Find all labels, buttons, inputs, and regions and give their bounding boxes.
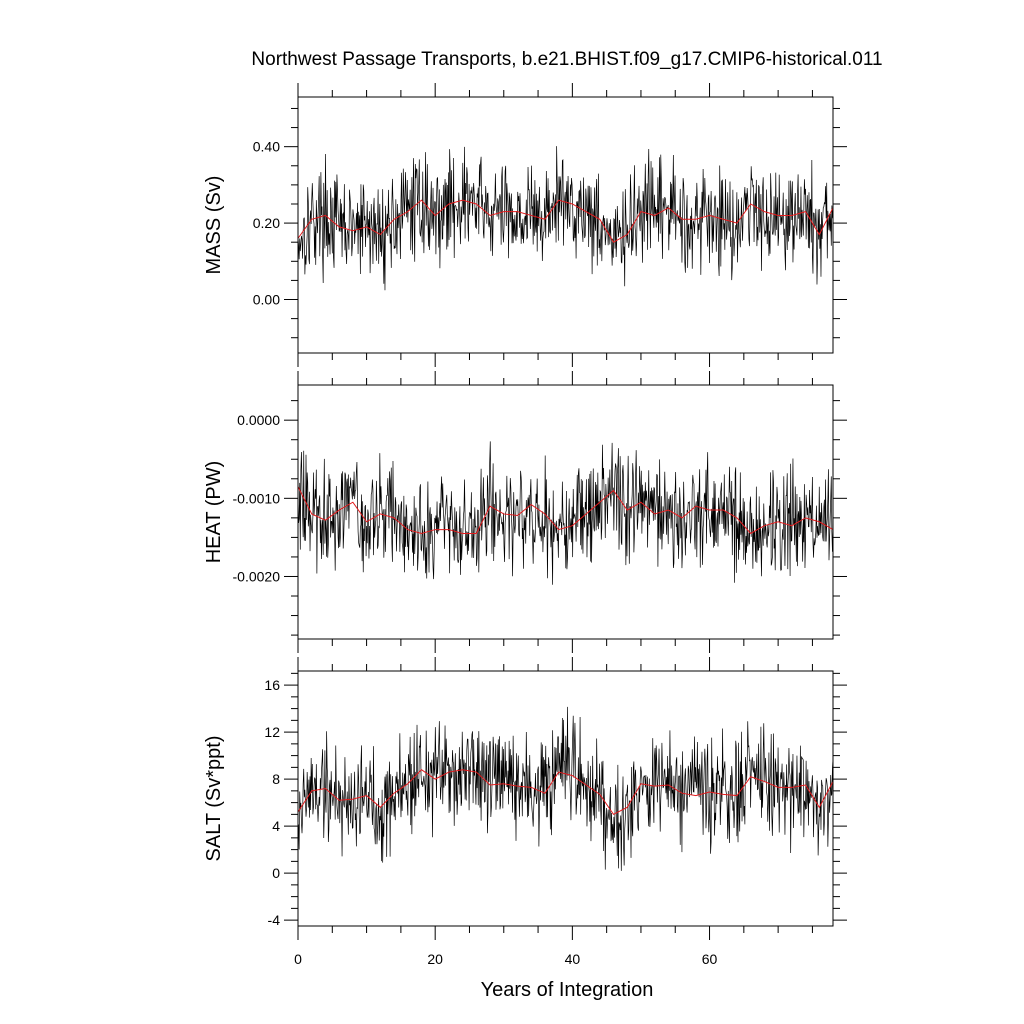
panel-heat: 0.0000 -0.0010 -0.0020 HEAT (PW) — [203, 371, 847, 653]
y-axis-label: HEAT (PW) — [203, 461, 225, 564]
y-axis-label: MASS (Sv) — [203, 176, 225, 275]
series-monthly-line — [297, 706, 834, 871]
y-tick-label: 0.20 — [253, 215, 280, 231]
y-tick-label: -0.0010 — [233, 490, 281, 506]
plot-frame — [297, 96, 834, 354]
x-tick-label: 40 — [565, 951, 581, 967]
panel-mass: 0.00 0.20 0.40 MASS (Sv) — [203, 83, 847, 367]
y-axis-label: SALT (Sv*ppt) — [203, 736, 225, 862]
y-tick-label: 0 — [272, 865, 280, 881]
y-tick-label: -0.0020 — [233, 568, 281, 584]
panel-salt: -4 0 4 8 12 16 0 20 40 60 SALT (Sv*ppt) — [203, 657, 847, 967]
series-smoothed-line — [297, 769, 834, 816]
y-tick-label: 0.40 — [253, 139, 280, 155]
x-tick-label: 20 — [427, 951, 443, 967]
x-axis-label: Years of Integration — [481, 979, 654, 1001]
plot-frame — [297, 670, 834, 927]
y-tick-label: 8 — [272, 771, 280, 787]
y-tick-label: 0.00 — [253, 292, 280, 308]
series-smoothed-line — [297, 199, 834, 243]
y-tick-label: -4 — [268, 912, 281, 928]
figure-title: Northwest Passage Transports, b.e21.BHIS… — [251, 49, 882, 70]
series-smoothed-line — [297, 486, 834, 535]
series-monthly-line — [297, 441, 834, 585]
series-monthly-line — [297, 146, 834, 291]
y-tick-label: 12 — [264, 724, 280, 740]
x-tick-label: 60 — [702, 951, 718, 967]
y-tick-label: 0.0000 — [237, 412, 280, 428]
x-tick-label: 0 — [294, 951, 302, 967]
plot-frame — [297, 384, 834, 640]
y-tick-label: 4 — [272, 818, 280, 834]
y-tick-label: 16 — [264, 677, 280, 693]
